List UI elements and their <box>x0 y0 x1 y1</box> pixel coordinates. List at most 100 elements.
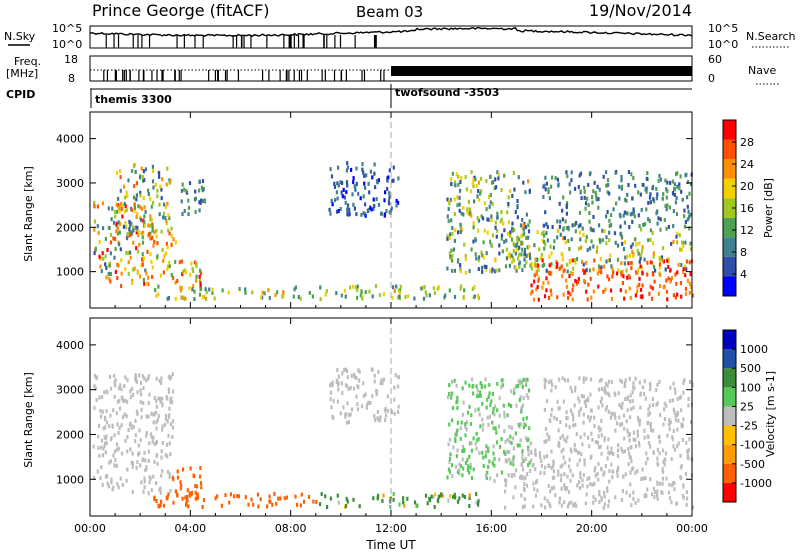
velocity-cell <box>603 490 606 495</box>
power-colorbar-swatch <box>723 276 736 296</box>
power-cell <box>543 239 546 244</box>
power-cell <box>550 262 553 267</box>
velocity-cell <box>119 383 122 388</box>
velocity-cell <box>171 372 174 377</box>
velocity-cell <box>587 435 590 440</box>
velocity-cell <box>607 504 610 509</box>
velocity-cell <box>513 387 516 392</box>
power-cell <box>355 166 358 171</box>
power-cell <box>147 275 150 280</box>
velocity-cell <box>606 489 609 493</box>
power-cell <box>459 269 462 274</box>
velocity-cell <box>479 393 482 398</box>
power-cell <box>515 242 518 247</box>
power-cell <box>515 268 518 273</box>
velocity-cell <box>559 478 563 483</box>
velocity-cell <box>108 424 111 429</box>
power-cell <box>669 180 672 185</box>
velocity-cell <box>620 379 624 384</box>
velocity-cell <box>488 382 491 387</box>
power-cell <box>489 239 492 244</box>
velocity-cell <box>194 490 197 495</box>
velocity-cell <box>651 492 654 497</box>
velocity-cell <box>155 481 158 485</box>
power-cell <box>448 201 451 206</box>
power-cell <box>158 202 161 207</box>
velocity-cell <box>101 453 105 458</box>
power-cell <box>662 192 665 197</box>
velocity-cell <box>658 481 662 486</box>
power-cell <box>571 258 574 263</box>
power-cell <box>373 162 376 167</box>
velocity-cell <box>597 434 600 439</box>
power-cell <box>142 169 145 174</box>
velocity-cell <box>159 399 162 404</box>
velocity-cell <box>543 471 546 476</box>
velocity-cell <box>138 451 141 456</box>
velocity-cell <box>665 476 668 481</box>
power-cell <box>166 296 169 301</box>
freq-label-line2: [MHz] <box>6 67 38 80</box>
power-cell <box>616 257 620 262</box>
velocity-cell <box>140 480 143 485</box>
power-cell <box>521 247 524 252</box>
velocity-cell <box>484 450 487 454</box>
velocity-cell <box>336 368 339 372</box>
power-cell <box>185 189 188 194</box>
velocity-cell <box>192 473 195 478</box>
power-cell <box>512 248 515 253</box>
power-cell <box>569 190 572 195</box>
power-cell <box>674 295 677 300</box>
velocity-cell <box>97 446 100 450</box>
velocity-cell <box>446 475 449 480</box>
velocity-cell <box>132 424 135 429</box>
power-cell <box>620 178 623 183</box>
power-cell <box>183 209 186 213</box>
velocity-cell <box>475 500 478 505</box>
power-cell <box>393 289 396 293</box>
velocity-cell <box>583 462 586 467</box>
power-cell <box>558 201 561 206</box>
power-cell <box>399 284 402 289</box>
power-cell <box>125 250 128 255</box>
power-cell <box>649 228 652 233</box>
velocity-cell <box>510 404 513 408</box>
power-cell <box>586 297 589 302</box>
power-cell <box>516 240 519 244</box>
power-cell <box>483 201 486 206</box>
power-cell <box>374 185 377 190</box>
power-cell <box>193 289 196 294</box>
velocity-cell <box>100 465 103 470</box>
velocity-cell <box>682 417 685 422</box>
velocity-cell <box>140 415 143 420</box>
power-cell <box>583 278 586 283</box>
power-cell <box>128 230 131 235</box>
velocity-cell <box>466 468 469 472</box>
power-cell <box>520 241 523 246</box>
velocity-cell <box>600 387 604 391</box>
power-cell <box>354 185 357 190</box>
power-cell <box>491 267 494 272</box>
velocity-y-title: Slant Range [km] <box>22 372 35 468</box>
power-cell <box>650 260 653 265</box>
power-cell <box>585 268 588 273</box>
power-cell <box>187 198 190 203</box>
power-cell <box>652 264 656 269</box>
power-cell <box>629 212 632 217</box>
power-cell <box>151 275 154 279</box>
velocity-cell <box>505 478 508 483</box>
power-cell <box>556 295 559 300</box>
velocity-cell <box>199 481 203 486</box>
power-cell <box>591 200 594 205</box>
power-cell <box>605 170 608 175</box>
velocity-cell <box>463 448 466 453</box>
velocity-cell <box>579 435 582 440</box>
power-cell <box>351 192 354 197</box>
velocity-cell <box>512 495 515 500</box>
velocity-cell <box>114 378 117 383</box>
velocity-cell <box>169 488 172 493</box>
velocity-cell <box>638 422 641 427</box>
power-cell <box>500 210 503 214</box>
velocity-cell <box>521 384 524 389</box>
